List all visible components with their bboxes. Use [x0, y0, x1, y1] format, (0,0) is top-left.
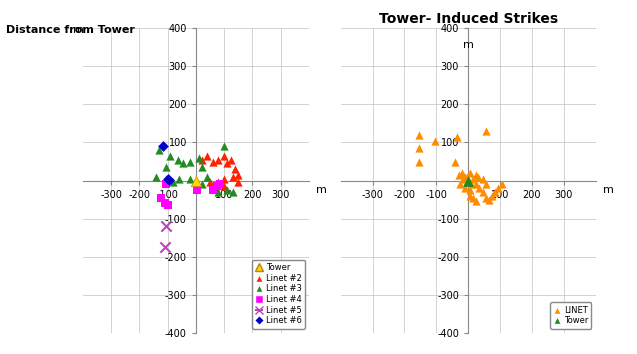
Legend: Tower, Linet #2, Linet #3, Linet #4, Linet #5, Linet #6: Tower, Linet #2, Linet #3, Linet #4, Lin…: [252, 259, 304, 329]
Text: m: m: [603, 185, 614, 195]
Point: [158, 143, 168, 148]
Point: [471, 182, 482, 187]
Point: [455, 182, 466, 187]
Point: [202, 153, 212, 159]
Point: [215, 182, 225, 187]
Point: [222, 161, 232, 166]
Point: [466, 182, 476, 187]
Point: [219, 176, 229, 182]
Point: [160, 200, 170, 206]
Point: [460, 185, 470, 191]
Point: [474, 185, 485, 191]
Text: m: m: [316, 185, 327, 195]
Point: [462, 179, 472, 185]
Point: [196, 182, 206, 187]
Point: [174, 176, 184, 182]
Point: [213, 189, 224, 195]
Point: [219, 183, 229, 189]
Point: [430, 138, 440, 143]
Point: [185, 159, 196, 164]
Point: [154, 147, 164, 153]
Point: [178, 161, 189, 166]
Point: [185, 176, 196, 182]
Point: [191, 178, 201, 183]
Point: [222, 187, 232, 193]
Point: [465, 170, 475, 176]
Point: [231, 166, 241, 172]
Point: [450, 159, 461, 164]
Point: [173, 157, 183, 162]
Point: [473, 174, 483, 179]
Point: [463, 178, 473, 183]
Text: m: m: [462, 40, 474, 51]
Point: [494, 185, 504, 191]
Point: [208, 187, 218, 193]
Point: [459, 176, 469, 182]
Legend: LINET, Tower: LINET, Tower: [550, 302, 591, 329]
Point: [161, 176, 171, 182]
Point: [151, 174, 161, 179]
Point: [168, 179, 178, 185]
Point: [233, 172, 243, 178]
Point: [227, 189, 238, 195]
Text: m: m: [73, 25, 84, 35]
Point: [208, 185, 218, 191]
Point: [481, 128, 491, 134]
Point: [196, 157, 206, 162]
Point: [162, 202, 173, 208]
Point: [160, 244, 170, 250]
Point: [155, 195, 166, 200]
Point: [233, 179, 243, 185]
Point: [487, 193, 497, 199]
Point: [457, 170, 467, 176]
Point: [213, 179, 224, 185]
Point: [164, 177, 174, 183]
Point: [484, 197, 494, 202]
Point: [196, 164, 206, 170]
Point: [226, 157, 236, 162]
Point: [481, 182, 491, 187]
Point: [478, 176, 488, 182]
Point: [465, 193, 475, 199]
Point: [161, 182, 171, 187]
Point: [208, 159, 218, 164]
Point: [460, 174, 470, 179]
Point: [202, 174, 212, 179]
Point: [490, 189, 501, 195]
Point: [161, 164, 171, 170]
Text: Distance from Tower: Distance from Tower: [6, 25, 135, 35]
Point: [465, 187, 475, 193]
Point: [219, 153, 229, 159]
Point: [192, 187, 203, 193]
Point: [205, 179, 215, 185]
Point: [213, 157, 224, 162]
Point: [454, 172, 464, 178]
Point: [219, 143, 229, 149]
Point: [471, 199, 482, 204]
Point: [471, 172, 482, 178]
Point: [166, 153, 176, 159]
Point: [227, 174, 238, 179]
Point: [497, 182, 507, 187]
Point: [162, 176, 173, 182]
Point: [481, 195, 491, 200]
Point: [452, 134, 462, 139]
Title: Tower- Induced Strikes: Tower- Induced Strikes: [378, 12, 558, 26]
Point: [468, 195, 478, 200]
Point: [414, 132, 424, 138]
Point: [414, 145, 424, 151]
Point: [478, 189, 488, 195]
Point: [161, 223, 171, 229]
Point: [462, 174, 472, 179]
Point: [212, 183, 222, 189]
Point: [468, 176, 478, 182]
Point: [194, 155, 204, 161]
Point: [414, 159, 424, 164]
